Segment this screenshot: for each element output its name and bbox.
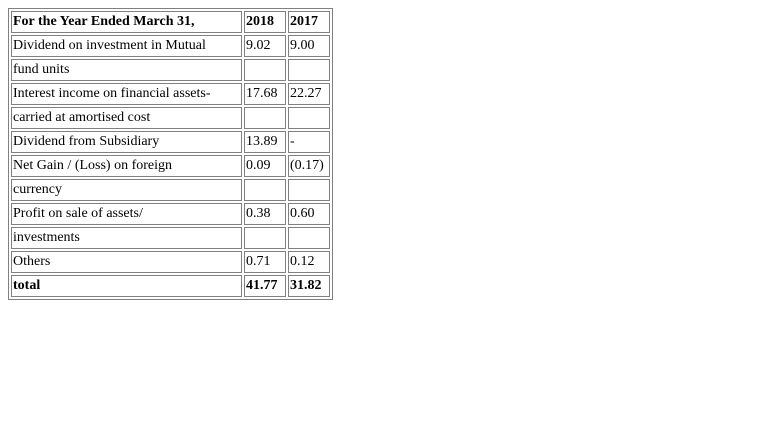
row-label-cell: Others (11, 251, 242, 273)
row-2017-cell: 0.12 (288, 251, 330, 273)
row-2018-cell: 0.09 (244, 155, 286, 177)
row-2017-cell (288, 227, 330, 249)
table-row: Profit on sale of assets/ 0.38 0.60 (11, 203, 330, 225)
row-label-cell: currency (11, 179, 242, 201)
table-row: fund units (11, 59, 330, 81)
row-2018-cell: 9.02 (244, 35, 286, 57)
row-2017-cell (288, 59, 330, 81)
row-2017-cell: - (288, 131, 330, 153)
row-2018-cell (244, 227, 286, 249)
row-label-cell: Net Gain / (Loss) on foreign (11, 155, 242, 177)
row-2017-cell: 22.27 (288, 83, 330, 105)
total-label-cell: total (11, 275, 242, 297)
row-2017-cell: (0.17) (288, 155, 330, 177)
table-row: Net Gain / (Loss) on foreign 0.09 (0.17) (11, 155, 330, 177)
header-2018-cell: 2018 (244, 11, 286, 33)
row-label-cell: carried at amortised cost (11, 107, 242, 129)
row-2018-cell (244, 179, 286, 201)
header-2017-cell: 2017 (288, 11, 330, 33)
total-2018-cell: 41.77 (244, 275, 286, 297)
table-row: Dividend on investment in Mutual 9.02 9.… (11, 35, 330, 57)
table-row: investments (11, 227, 330, 249)
row-2018-cell: 13.89 (244, 131, 286, 153)
header-label-cell: For the Year Ended March 31, (11, 11, 242, 33)
row-label-cell: fund units (11, 59, 242, 81)
other-income-table: For the Year Ended March 31, 2018 2017 D… (8, 8, 333, 300)
table-row: carried at amortised cost (11, 107, 330, 129)
table-row: Interest income on financial assets- 17.… (11, 83, 330, 105)
table-row: Dividend from Subsidiary 13.89 - (11, 131, 330, 153)
row-2017-cell (288, 179, 330, 201)
row-label-cell: Profit on sale of assets/ (11, 203, 242, 225)
row-label-cell: Dividend from Subsidiary (11, 131, 242, 153)
financial-table-container: For the Year Ended March 31, 2018 2017 D… (8, 8, 333, 300)
row-label-cell: investments (11, 227, 242, 249)
row-2018-cell: 0.38 (244, 203, 286, 225)
row-2017-cell: 9.00 (288, 35, 330, 57)
table-header-row: For the Year Ended March 31, 2018 2017 (11, 11, 330, 33)
table-row: Others 0.71 0.12 (11, 251, 330, 273)
row-2018-cell: 17.68 (244, 83, 286, 105)
row-label-cell: Dividend on investment in Mutual (11, 35, 242, 57)
row-2017-cell (288, 107, 330, 129)
total-2017-cell: 31.82 (288, 275, 330, 297)
row-2018-cell: 0.71 (244, 251, 286, 273)
table-row: currency (11, 179, 330, 201)
row-label-cell: Interest income on financial assets- (11, 83, 242, 105)
row-2018-cell (244, 59, 286, 81)
row-2017-cell: 0.60 (288, 203, 330, 225)
row-2018-cell (244, 107, 286, 129)
total-row: total 41.77 31.82 (11, 275, 330, 297)
